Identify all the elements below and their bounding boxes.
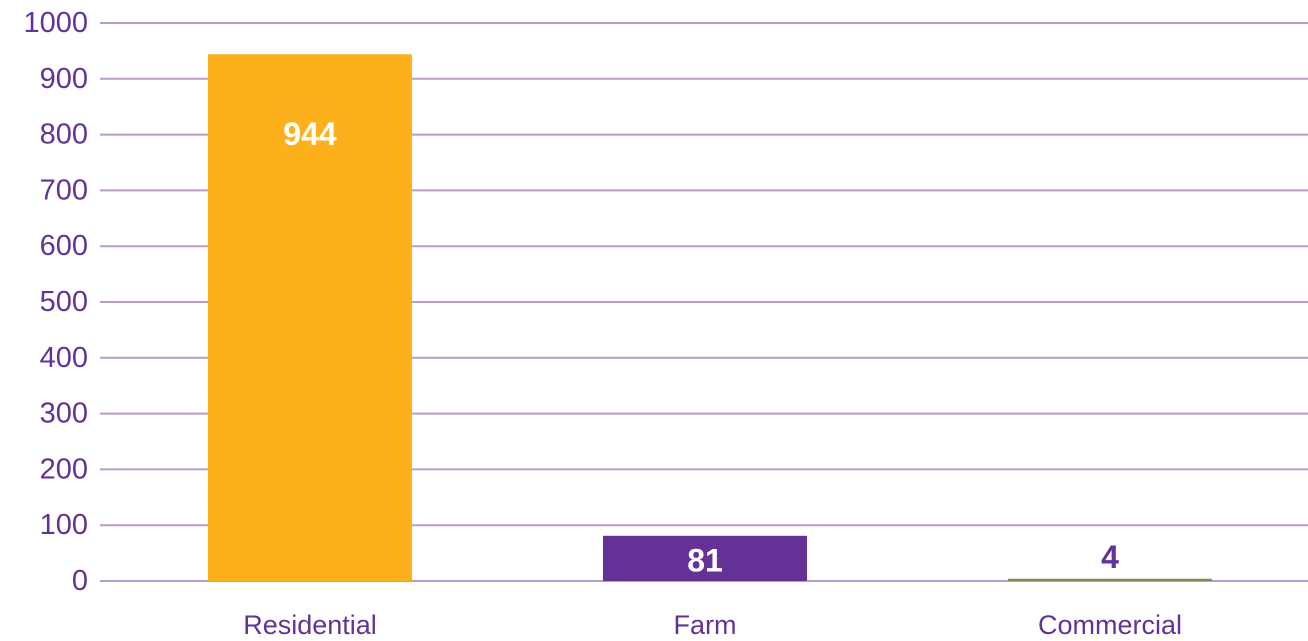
x-axis-category-labels: Residential Farm Commercial — [243, 610, 1182, 640]
y-tick-label: 300 — [40, 398, 88, 430]
y-tick-label: 500 — [40, 286, 88, 318]
y-axis-tick-labels: 0 100 200 300 400 500 600 700 800 900 1000 — [23, 7, 88, 597]
category-label-commercial: Commercial — [1038, 610, 1182, 640]
bar-commercial — [1008, 578, 1212, 581]
data-labels: 944 81 4 — [283, 116, 1119, 578]
y-tick-label: 800 — [40, 119, 88, 151]
data-label-farm: 81 — [687, 542, 723, 578]
y-tick-label: 100 — [40, 509, 88, 541]
bar-residential — [208, 54, 412, 582]
y-tick-label: 600 — [40, 230, 88, 262]
y-tick-label: 0 — [72, 565, 88, 597]
category-label-residential: Residential — [243, 610, 377, 640]
y-tick-label: 1000 — [23, 7, 88, 39]
y-tick-label: 200 — [40, 453, 88, 485]
category-label-farm: Farm — [674, 610, 737, 640]
bar-farm — [603, 535, 807, 581]
y-tick-label: 400 — [40, 342, 88, 374]
data-label-residential: 944 — [283, 116, 337, 152]
data-label-commercial: 4 — [1101, 539, 1119, 575]
y-tick-label: 700 — [40, 174, 88, 206]
bars — [208, 54, 1212, 582]
y-tick-label: 900 — [40, 63, 88, 95]
